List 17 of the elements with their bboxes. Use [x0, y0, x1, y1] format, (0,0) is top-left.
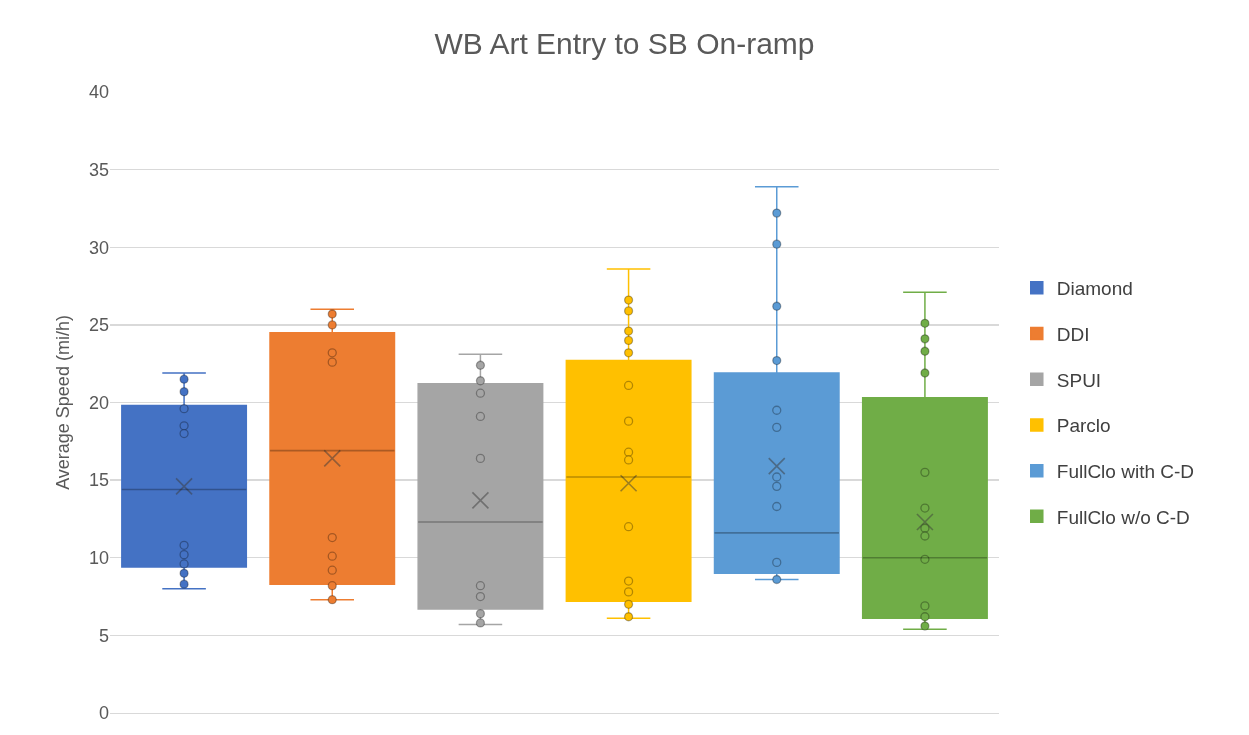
- y-tick-label: 35: [88, 159, 109, 180]
- legend-label: FullClo with C-D: [1056, 461, 1195, 483]
- y-tick-label: 25: [88, 315, 109, 336]
- legend-label: FullClo w/o C-D: [1056, 506, 1190, 528]
- y-tick-label: 20: [88, 392, 109, 413]
- chart-title: WB Art Entry to SB On-ramp: [434, 27, 815, 61]
- legend-label: Diamond: [1056, 278, 1133, 300]
- legend-label: Parclo: [1056, 415, 1111, 437]
- y-tick-label: 0: [98, 703, 109, 724]
- legend-label: SPUI: [1056, 369, 1102, 391]
- y-tick-label: 5: [98, 625, 109, 646]
- y-tick-label: 40: [88, 82, 109, 103]
- legend-label: DDI: [1056, 323, 1090, 345]
- y-tick-label: 10: [88, 548, 109, 569]
- y-tick-label: 30: [88, 237, 109, 258]
- y-tick-label: 15: [88, 470, 109, 491]
- y-axis-title: Average Speed (mi/h): [53, 315, 74, 490]
